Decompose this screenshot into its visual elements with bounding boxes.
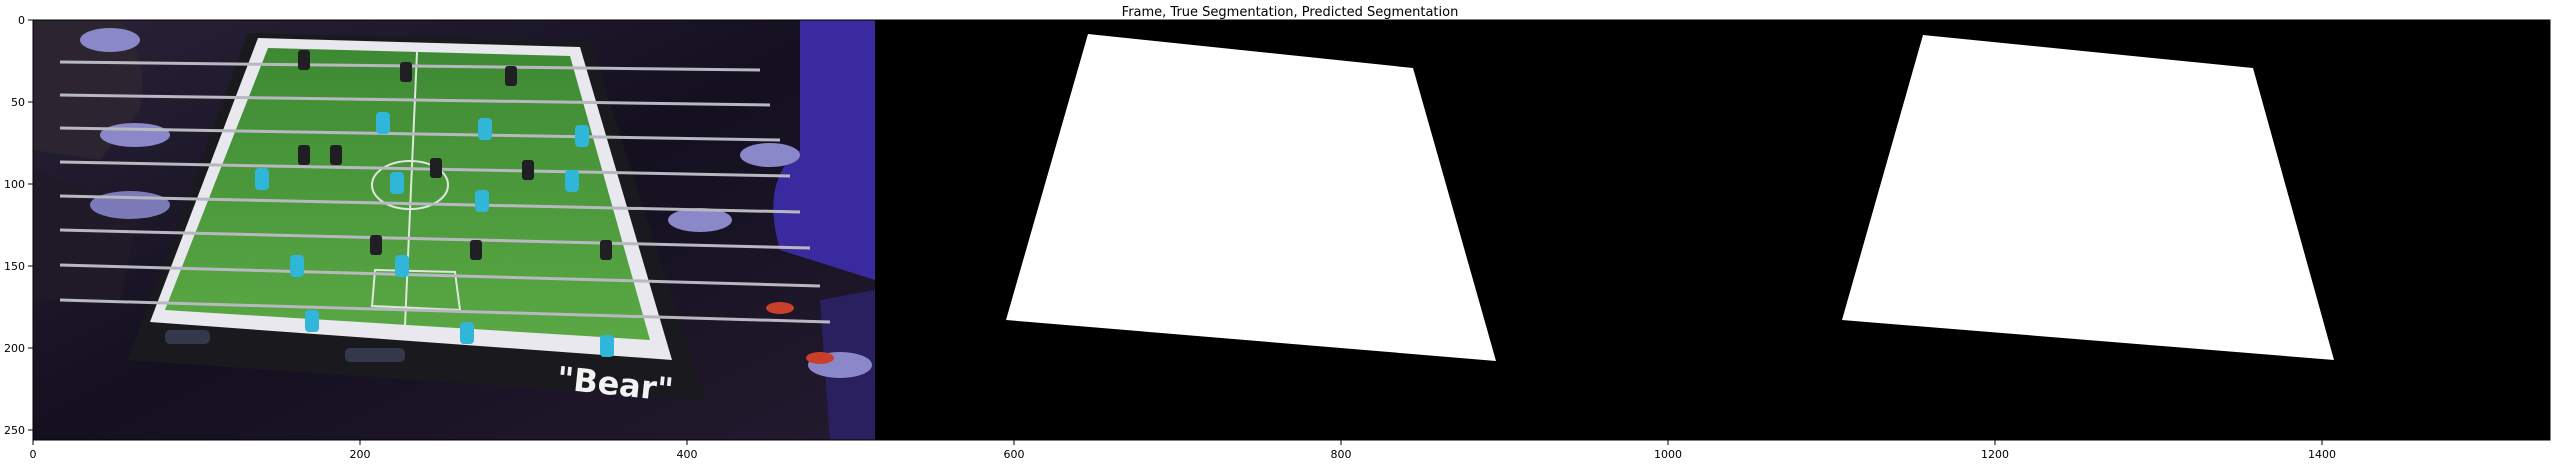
predicted-mask-region [1842, 35, 2334, 360]
x-tick-label: 800 [1331, 448, 1352, 461]
y-tick-label: 50 [11, 96, 25, 109]
axes-frame [32, 19, 2551, 441]
figure-title: Frame, True Segmentation, Predicted Segm… [1122, 5, 1459, 20]
x-tick-label: 1200 [1981, 448, 2009, 461]
frame-image: "Bear" [33, 20, 875, 440]
true-segmentation-mask [875, 20, 1717, 440]
y-tick-label: 250 [4, 424, 25, 437]
y-tick-label: 150 [4, 260, 25, 273]
x-tick-label: 1400 [2308, 448, 2336, 461]
y-tick-label: 200 [4, 342, 25, 355]
x-tick-label: 1000 [1654, 448, 1682, 461]
y-tick-label: 100 [4, 178, 25, 191]
y-tick-label: 0 [18, 14, 25, 27]
image-area: "Bear" [33, 20, 2550, 440]
x-tick-label: 0 [30, 448, 37, 461]
true-mask-region [1006, 34, 1496, 361]
y-axis: 0 50 100 150 200 250 [4, 14, 33, 437]
x-tick-label: 200 [350, 448, 371, 461]
predicted-segmentation-mask [1717, 20, 2550, 440]
x-tick-label: 400 [677, 448, 698, 461]
x-axis: 0 200 400 600 800 1000 1200 1400 [30, 440, 2336, 461]
x-tick-label: 600 [1004, 448, 1025, 461]
